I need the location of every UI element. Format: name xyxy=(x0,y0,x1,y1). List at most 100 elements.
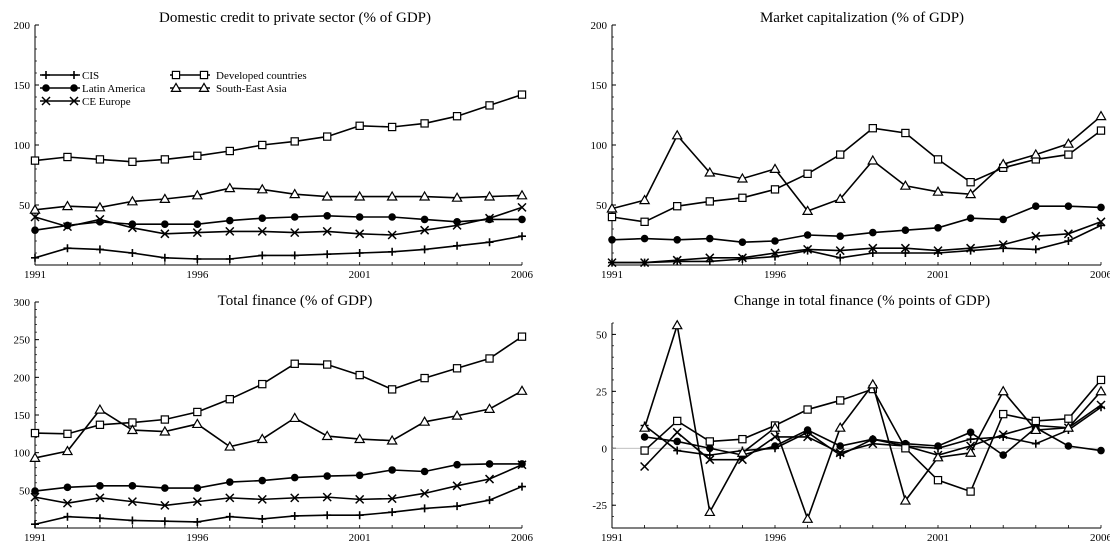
data-point xyxy=(355,213,364,221)
data-point xyxy=(640,446,649,455)
legend-marker xyxy=(42,71,50,79)
data-point xyxy=(803,246,812,255)
x-tick-label: 1991 xyxy=(601,269,623,281)
data-point xyxy=(453,460,461,469)
data-point xyxy=(31,520,39,529)
y-tick-label: 50 xyxy=(19,485,31,497)
data-point xyxy=(355,121,364,130)
data-point xyxy=(1096,375,1106,385)
data-point xyxy=(63,221,72,230)
data-point xyxy=(257,226,267,236)
series-line xyxy=(611,127,1102,223)
data-point xyxy=(225,226,235,236)
data-point xyxy=(29,203,41,214)
data-point xyxy=(1062,421,1075,432)
data-point xyxy=(518,232,526,241)
data-point xyxy=(256,183,268,194)
data-point xyxy=(868,123,878,133)
data-point xyxy=(485,101,494,110)
x-tick-label: 1991 xyxy=(24,269,46,281)
x-tick-label: 2006 xyxy=(511,269,534,281)
series-triangle xyxy=(638,319,1107,523)
data-point xyxy=(671,129,683,140)
data-point xyxy=(258,251,267,260)
data-point xyxy=(451,409,463,420)
data-point xyxy=(323,511,332,520)
data-point xyxy=(418,190,431,201)
y-tick-label: 200 xyxy=(591,20,608,32)
data-point xyxy=(128,249,137,257)
data-point xyxy=(126,424,139,435)
data-point xyxy=(934,224,942,232)
data-point xyxy=(801,205,814,215)
data-point xyxy=(706,234,714,243)
data-point xyxy=(159,425,171,436)
data-point xyxy=(769,163,781,173)
data-point xyxy=(31,226,39,234)
data-point xyxy=(835,246,845,256)
data-point xyxy=(932,185,944,196)
data-point xyxy=(998,430,1008,440)
data-point xyxy=(836,232,844,240)
data-point xyxy=(999,215,1007,224)
y-tick-label: 200 xyxy=(14,20,31,32)
series-line xyxy=(611,115,1102,212)
data-point xyxy=(193,151,202,160)
chart-panel: Market capitalization (% of GDP) 50 100 150… xyxy=(591,10,1110,281)
data-point xyxy=(966,435,975,444)
legend-label: CIS xyxy=(82,70,99,82)
legend-label: South-East Asia xyxy=(216,83,287,95)
data-point xyxy=(933,155,943,164)
data-point xyxy=(671,319,683,330)
data-point xyxy=(934,442,942,450)
data-point xyxy=(323,250,332,259)
data-point xyxy=(672,255,682,265)
data-point xyxy=(640,217,649,226)
data-point xyxy=(193,517,202,526)
data-point xyxy=(517,460,527,470)
data-point xyxy=(640,433,649,441)
x-tick-label: 2006 xyxy=(511,532,534,544)
data-point xyxy=(901,128,910,138)
data-point xyxy=(1063,229,1073,239)
data-point xyxy=(640,234,649,243)
y-tick-label: 150 xyxy=(591,80,608,92)
data-point xyxy=(736,172,749,183)
data-point xyxy=(355,249,364,257)
data-point xyxy=(803,405,812,414)
data-point xyxy=(127,223,137,233)
data-point xyxy=(453,241,462,250)
data-point xyxy=(964,447,977,457)
data-point xyxy=(258,514,267,523)
series-cross xyxy=(607,217,1106,268)
data-point xyxy=(420,504,429,513)
data-point xyxy=(803,244,813,254)
data-point xyxy=(672,427,682,437)
data-point xyxy=(1064,414,1073,423)
series-square xyxy=(607,123,1106,226)
x-tick-label: 1991 xyxy=(24,532,46,544)
y-tick-label: 50 xyxy=(19,200,31,212)
y-tick-label: 0 xyxy=(602,443,608,455)
data-point xyxy=(420,245,429,254)
data-point xyxy=(62,222,72,232)
data-point xyxy=(192,497,202,507)
data-point xyxy=(485,213,495,223)
data-point xyxy=(1097,203,1105,212)
legend-marker xyxy=(198,82,210,92)
data-point xyxy=(803,169,812,178)
data-point xyxy=(704,166,716,177)
data-point xyxy=(386,190,398,201)
data-point xyxy=(835,150,845,159)
data-point xyxy=(607,212,617,222)
data-point xyxy=(485,354,494,363)
data-point xyxy=(321,430,333,441)
data-point xyxy=(803,426,812,434)
data-point xyxy=(355,494,365,504)
data-point xyxy=(517,332,527,341)
data-point xyxy=(868,249,877,257)
data-point xyxy=(63,244,72,253)
x-tick-label: 2001 xyxy=(349,269,371,281)
data-point xyxy=(354,190,366,201)
